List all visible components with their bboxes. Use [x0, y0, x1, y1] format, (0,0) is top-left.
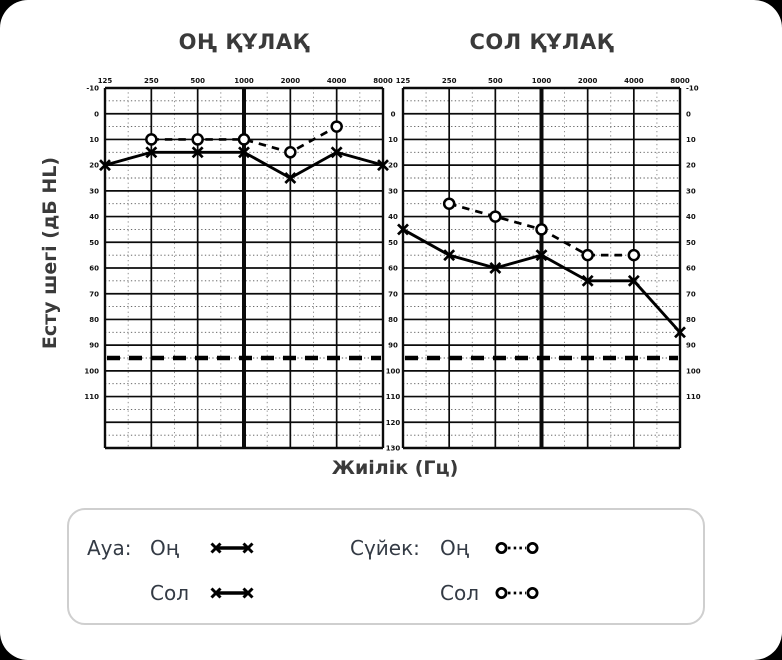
svg-text:40: 40	[89, 213, 99, 221]
svg-text:125: 125	[396, 77, 411, 85]
svg-text:50: 50	[89, 239, 99, 247]
svg-text:90: 90	[388, 342, 398, 350]
svg-text:0: 0	[686, 110, 691, 118]
svg-text:0: 0	[94, 110, 99, 118]
bone-right-label: Оң	[440, 536, 469, 560]
bone-right-symbol-icon	[495, 542, 539, 554]
svg-text:1000: 1000	[532, 77, 552, 85]
air-label: Ауа:	[87, 536, 132, 560]
svg-text:1000: 1000	[234, 77, 254, 85]
svg-text:2000: 2000	[281, 77, 301, 85]
svg-text:90: 90	[686, 342, 696, 350]
air-right-symbol-icon	[210, 542, 254, 554]
svg-text:100: 100	[84, 367, 99, 375]
svg-text:130: 130	[386, 445, 401, 453]
svg-text:30: 30	[686, 187, 696, 195]
air-right-label: Оң	[150, 536, 179, 560]
x-axis-label: Жиілік (Гц)	[331, 457, 459, 479]
svg-text:90: 90	[89, 342, 99, 350]
svg-text:20: 20	[686, 162, 696, 170]
audiogram-right-ear: 125 250 500 1000 2000 4000 8000	[98, 77, 393, 450]
svg-text:80: 80	[89, 316, 99, 324]
svg-text:50: 50	[388, 239, 398, 247]
svg-text:10: 10	[89, 136, 99, 144]
bone-left-symbol-icon	[495, 587, 539, 599]
svg-text:30: 30	[89, 187, 99, 195]
svg-text:80: 80	[686, 316, 696, 324]
svg-text:4000: 4000	[327, 77, 347, 85]
svg-text:500: 500	[190, 77, 205, 85]
svg-text:40: 40	[686, 213, 696, 221]
svg-text:0: 0	[391, 110, 396, 118]
air-left-label: Сол	[150, 581, 189, 605]
svg-text:2000: 2000	[578, 77, 598, 85]
left-ear-title: СОЛ ҚҰЛАҚ	[469, 30, 614, 54]
svg-text:70: 70	[686, 290, 696, 298]
db-tick-labels: -10 -10 0 0 10 10 20 20 30 30 40 40 50 50 60 60 70 70 80 80…	[84, 85, 700, 453]
svg-text:-10: -10	[86, 85, 99, 93]
svg-text:100: 100	[686, 367, 701, 375]
svg-text:10: 10	[686, 136, 696, 144]
svg-text:110: 110	[386, 393, 401, 401]
svg-text:125: 125	[98, 77, 113, 85]
svg-text:100: 100	[386, 367, 401, 375]
svg-text:4000: 4000	[624, 77, 644, 85]
svg-text:30: 30	[388, 187, 398, 195]
svg-text:250: 250	[144, 77, 159, 85]
svg-text:250: 250	[442, 77, 457, 85]
svg-text:40: 40	[388, 213, 398, 221]
svg-text:60: 60	[388, 265, 398, 273]
svg-text:8000: 8000	[373, 77, 393, 85]
bone-label: Сүйек:	[350, 536, 420, 560]
air-left-symbol-icon	[210, 587, 254, 599]
svg-text:50: 50	[686, 239, 696, 247]
bone-left-label: Сол	[440, 581, 479, 605]
svg-text:20: 20	[89, 162, 99, 170]
right-ear-title: ОҢ ҚҰЛАҚ	[178, 30, 310, 54]
svg-text:60: 60	[89, 265, 99, 273]
svg-text:70: 70	[388, 290, 398, 298]
audiograms-svg: 125 250 500 1000 2000 4000 8000 125 250 500 1000 20…	[84, 77, 700, 453]
audiogram-left-ear: 125 250 500 1000 2000 4000 8000	[396, 77, 690, 450]
svg-text:110: 110	[84, 393, 99, 401]
svg-text:110: 110	[686, 393, 701, 401]
svg-text:20: 20	[388, 162, 398, 170]
svg-text:10: 10	[388, 136, 398, 144]
svg-text:70: 70	[89, 290, 99, 298]
svg-text:60: 60	[686, 265, 696, 273]
svg-text:8000: 8000	[670, 77, 690, 85]
legend-box: Ауа: Оң Сол Сүйек: Оң Сол	[67, 508, 705, 625]
svg-text:120: 120	[386, 419, 401, 427]
svg-text:-10: -10	[686, 85, 699, 93]
svg-text:80: 80	[388, 316, 398, 324]
svg-text:500: 500	[488, 77, 503, 85]
